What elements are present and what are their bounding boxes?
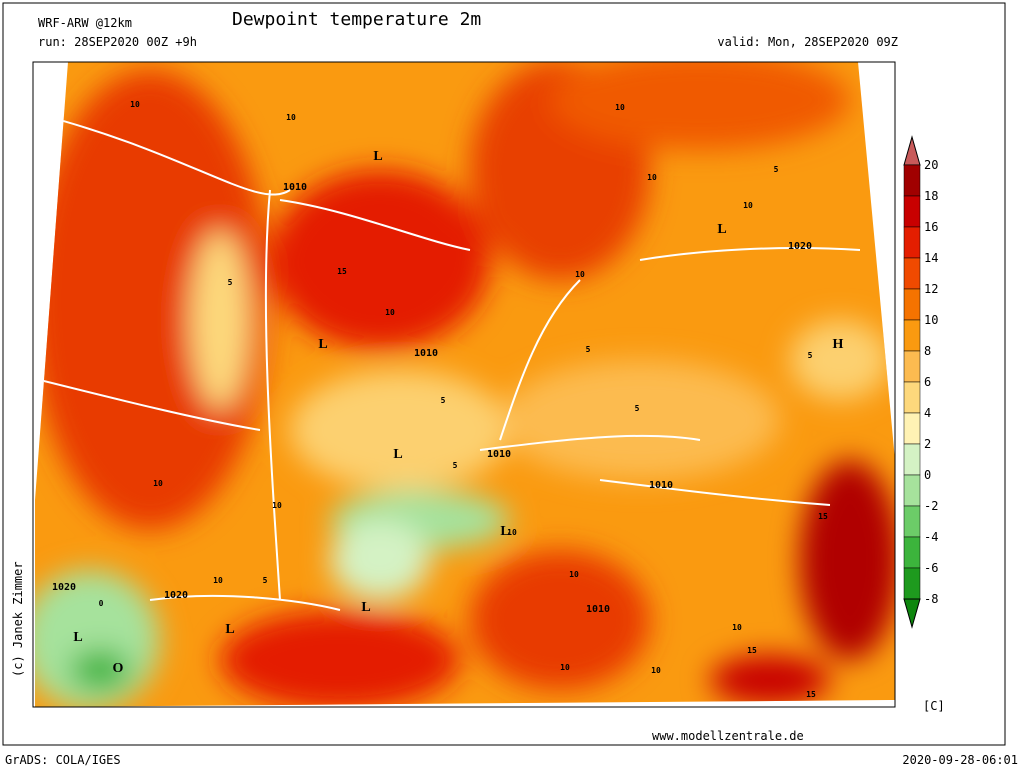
colorbar-segment: [903, 319, 921, 352]
colorbar-cap: [903, 598, 921, 629]
model-label: WRF-ARW @12km: [38, 16, 132, 30]
outer-frame: [2, 2, 1006, 746]
colorbar-label: 10: [924, 313, 938, 327]
contour-label: 10: [153, 479, 163, 488]
contour-label: 10: [615, 103, 625, 112]
pressure-center: L: [373, 149, 382, 164]
colorbar-label: 20: [924, 158, 938, 172]
colorbar-segment: [903, 567, 921, 600]
contour-label: 5: [453, 461, 458, 470]
colorbar-cap: [903, 135, 921, 166]
colorbar-label: 2: [924, 437, 931, 451]
colorbar-segment: [903, 505, 921, 538]
colorbar-label: -8: [924, 592, 938, 606]
contour-label: 10: [286, 113, 296, 122]
map-area: [35, 62, 895, 707]
valid-label: valid: Mon, 28SEP2020 09Z: [717, 35, 898, 49]
colorbar-segment: [903, 164, 921, 197]
colorbar-label: 16: [924, 220, 938, 234]
contour-label: 10: [213, 576, 223, 585]
isobar-label: 1020: [788, 241, 812, 252]
contour-label: 10: [130, 100, 140, 109]
colorbar-segment: [903, 412, 921, 445]
contour-label: 15: [337, 267, 347, 276]
contour-label: 5: [586, 345, 591, 354]
contour-label: 10: [272, 501, 282, 510]
colorbar-segment: [903, 443, 921, 476]
contour-label: 0: [99, 599, 104, 608]
colorbar-label: 12: [924, 282, 938, 296]
contour-label: 15: [747, 646, 757, 655]
colorbar-segment: [903, 536, 921, 569]
contour-label: 10: [507, 528, 517, 537]
pressure-center: L: [361, 600, 370, 615]
contour-label: 10: [569, 570, 579, 579]
colorbar-segment: [903, 257, 921, 290]
contour-label: 10: [575, 270, 585, 279]
colorbar-segment: [903, 288, 921, 321]
pressure-center: L: [73, 630, 82, 645]
pressure-center: L: [717, 222, 726, 237]
colorbar-segment: [903, 381, 921, 414]
contour-label: 15: [818, 512, 828, 521]
software: GrADS: COLA/IGES: [5, 753, 121, 767]
colorbar-label: 14: [924, 251, 938, 265]
contour-label: 5: [635, 404, 640, 413]
unit-label: [C]: [923, 699, 945, 713]
contour-label: 10: [651, 666, 661, 675]
contour-label: 5: [228, 278, 233, 287]
colorbar-segment: [903, 226, 921, 259]
website: www.modellzentrale.de: [652, 729, 804, 743]
pressure-center: L: [318, 337, 327, 352]
contour-label: 15: [806, 690, 816, 699]
contour-label: 10: [732, 623, 742, 632]
contour-label: 10: [647, 173, 657, 182]
credit: (c) Janek Zimmer: [11, 561, 25, 677]
colorbar-label: -6: [924, 561, 938, 575]
isobar-label: 1020: [52, 582, 76, 593]
colorbar-label: 0: [924, 468, 931, 482]
pressure-center: H: [833, 337, 844, 352]
map-title: Dewpoint temperature 2m: [232, 9, 481, 30]
run-label: run: 28SEP2020 00Z +9h: [38, 35, 197, 49]
contour-label: 10: [560, 663, 570, 672]
colorbar-segment: [903, 474, 921, 507]
colorbar-label: 18: [924, 189, 938, 203]
colorbar-label: 8: [924, 344, 931, 358]
pressure-center: L: [225, 622, 234, 637]
isobar-label: 1020: [164, 590, 188, 601]
pressure-center: O: [113, 661, 124, 676]
contour-label: 5: [441, 396, 446, 405]
contour-label: 5: [774, 165, 779, 174]
colorbar-segment: [903, 195, 921, 228]
colorbar-label: -4: [924, 530, 938, 544]
isobar-label: 1010: [649, 480, 673, 491]
isobar-label: 1010: [487, 449, 511, 460]
timestamp: 2020-09-28-06:01: [902, 753, 1018, 767]
map-frame: [32, 61, 896, 708]
contour-label: 10: [385, 308, 395, 317]
colorbar-segment: [903, 350, 921, 383]
contour-label: 10: [743, 201, 753, 210]
pressure-center: L: [500, 524, 509, 539]
colorbar-label: 6: [924, 375, 931, 389]
colorbar-label: 4: [924, 406, 931, 420]
pressure-center: L: [393, 447, 402, 462]
isobar-label: 1010: [586, 604, 610, 615]
contour-label: 5: [263, 576, 268, 585]
isobar-label: 1010: [414, 348, 438, 359]
contour-label: 5: [808, 351, 813, 360]
colorbar-label: -2: [924, 499, 938, 513]
isobar-label: 1010: [283, 182, 307, 193]
